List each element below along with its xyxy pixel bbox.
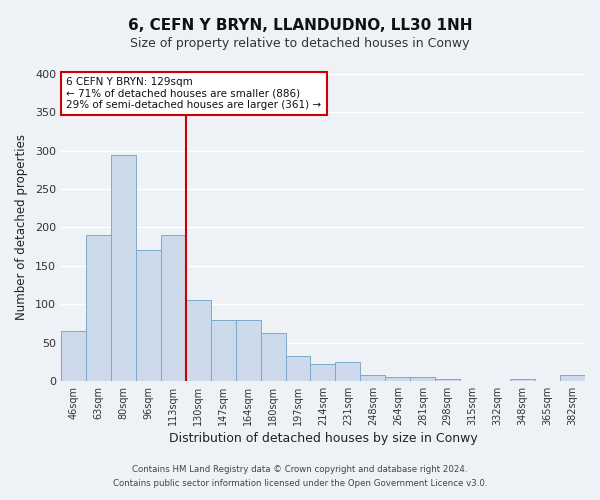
Bar bbox=[186, 300, 211, 381]
Bar bbox=[335, 362, 361, 381]
Y-axis label: Number of detached properties: Number of detached properties bbox=[15, 134, 28, 320]
Bar bbox=[286, 356, 310, 381]
Bar bbox=[435, 378, 460, 381]
Text: 6 CEFN Y BRYN: 129sqm
← 71% of detached houses are smaller (886)
29% of semi-det: 6 CEFN Y BRYN: 129sqm ← 71% of detached … bbox=[66, 77, 321, 110]
Bar bbox=[310, 364, 335, 381]
Bar bbox=[560, 375, 585, 381]
Bar bbox=[61, 331, 86, 381]
Bar bbox=[260, 334, 286, 381]
Bar bbox=[111, 154, 136, 381]
Bar bbox=[385, 377, 410, 381]
Bar bbox=[510, 380, 535, 381]
X-axis label: Distribution of detached houses by size in Conwy: Distribution of detached houses by size … bbox=[169, 432, 478, 445]
Bar bbox=[136, 250, 161, 381]
Bar bbox=[236, 320, 260, 381]
Text: Size of property relative to detached houses in Conwy: Size of property relative to detached ho… bbox=[130, 38, 470, 51]
Bar bbox=[161, 235, 186, 381]
Bar bbox=[361, 375, 385, 381]
Text: 6, CEFN Y BRYN, LLANDUDNO, LL30 1NH: 6, CEFN Y BRYN, LLANDUDNO, LL30 1NH bbox=[128, 18, 472, 32]
Bar bbox=[410, 377, 435, 381]
Text: Contains HM Land Registry data © Crown copyright and database right 2024.
Contai: Contains HM Land Registry data © Crown c… bbox=[113, 466, 487, 487]
Bar bbox=[86, 235, 111, 381]
Bar bbox=[211, 320, 236, 381]
